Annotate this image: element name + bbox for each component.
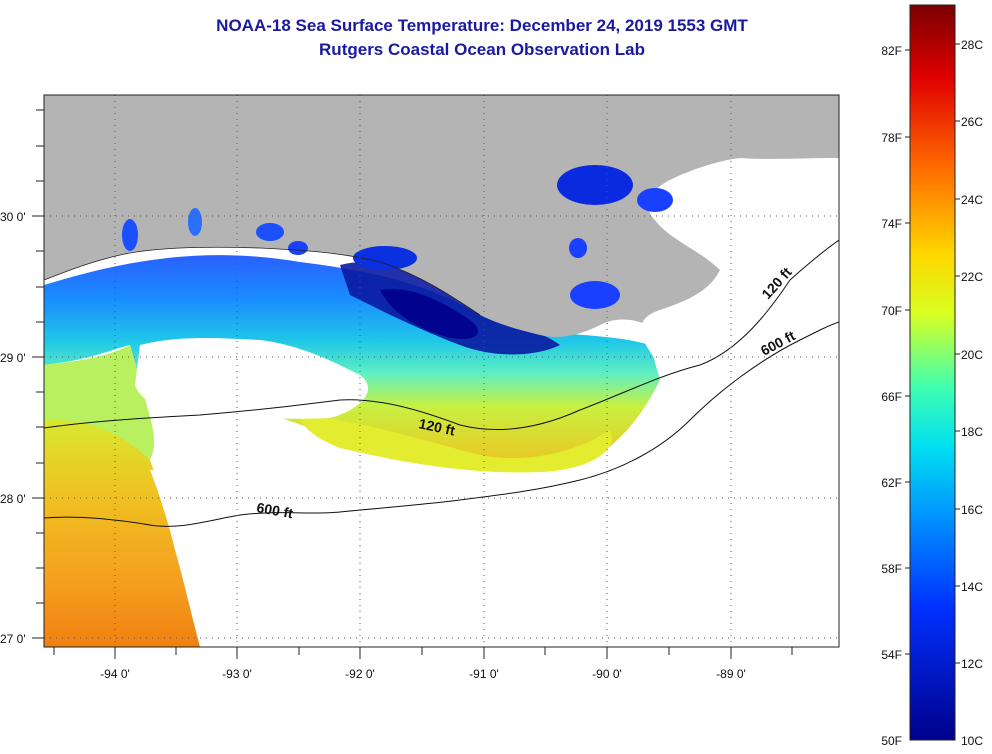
white-lake [288, 241, 308, 255]
lat-label-28: 28 0' [0, 492, 26, 506]
grand-lake [256, 223, 284, 241]
celsius-label-10: 10C [961, 734, 983, 748]
fahrenheit-label-78: 78F [881, 131, 902, 145]
left-axis-ticks [32, 109, 44, 639]
contour-label-600ft-a: 600 ft [255, 499, 294, 521]
delta-no-data [641, 159, 839, 367]
colorbar [909, 4, 956, 741]
celsius-label-18: 18C [961, 425, 983, 439]
coastline [44, 246, 481, 316]
fahrenheit-label-74: 74F [881, 217, 902, 231]
fahrenheit-label-54: 54F [881, 648, 902, 662]
celsius-label-22: 22C [961, 270, 983, 284]
map-frame [43, 94, 840, 648]
lat-label-29: 29 0' [0, 351, 26, 365]
colorbar-fahrenheit-scale: 82F 78F 74F 70F 66F 62F 58F 54F 50F [881, 44, 910, 748]
land-mass [44, 95, 839, 345]
contour-600ft [44, 321, 839, 527]
lake-sabine [188, 208, 202, 236]
cloud-no-data-south [150, 370, 839, 647]
lat-label-27: 27 0' [0, 632, 26, 646]
barataria-bay [570, 281, 620, 309]
atchafalaya-bay [353, 246, 417, 270]
fahrenheit-label-50: 50F [881, 734, 902, 748]
contour-120ft [44, 239, 839, 431]
title-line-1: NOAA-18 Sea Surface Temperature: Decembe… [216, 16, 748, 35]
lake-pontchartrain [557, 165, 633, 205]
lon-label-93: -93 0' [222, 667, 252, 681]
celsius-label-26: 26C [961, 115, 983, 129]
lake-salvador [569, 238, 587, 258]
lon-label-90: -90 0' [592, 667, 622, 681]
sst-coastal-band [44, 255, 660, 472]
lon-label-91: -91 0' [469, 667, 499, 681]
celsius-label-16: 16C [961, 503, 983, 517]
title-line-2: Rutgers Coastal Ocean Observation Lab [319, 40, 645, 59]
lon-label-89: -89 0' [716, 667, 746, 681]
celsius-label-28: 28C [961, 38, 983, 52]
lat-label-30: 30 0' [0, 210, 26, 224]
lon-label-94: -94 0' [100, 667, 130, 681]
celsius-label-24: 24C [961, 193, 983, 207]
celsius-label-14: 14C [961, 580, 983, 594]
sst-warm-west [44, 419, 200, 647]
lake-calcasieu [122, 219, 138, 251]
bottom-axis-ticks [53, 647, 793, 659]
sst-yellow-green-band [300, 415, 612, 473]
fahrenheit-label-66: 66F [881, 390, 902, 404]
fahrenheit-label-62: 62F [881, 476, 902, 490]
colorbar-celsius-scale: 28C 26C 24C 22C 20C 18C 16C 14C 12C 10C [955, 38, 983, 748]
celsius-label-20: 20C [961, 348, 983, 362]
fahrenheit-label-82: 82F [881, 44, 902, 58]
sst-yellow-band [44, 345, 155, 460]
lon-label-92: -92 0' [345, 667, 375, 681]
fahrenheit-label-58: 58F [881, 562, 902, 576]
contour-label-120ft-a: 120 ft [417, 415, 456, 438]
cloud-no-data-offshore [135, 337, 369, 419]
fahrenheit-label-70: 70F [881, 304, 902, 318]
map-layers [44, 95, 839, 647]
celsius-label-12: 12C [961, 657, 983, 671]
lake-borgne [637, 188, 673, 212]
map-grid [44, 95, 839, 647]
sst-cold-patch [380, 289, 479, 340]
